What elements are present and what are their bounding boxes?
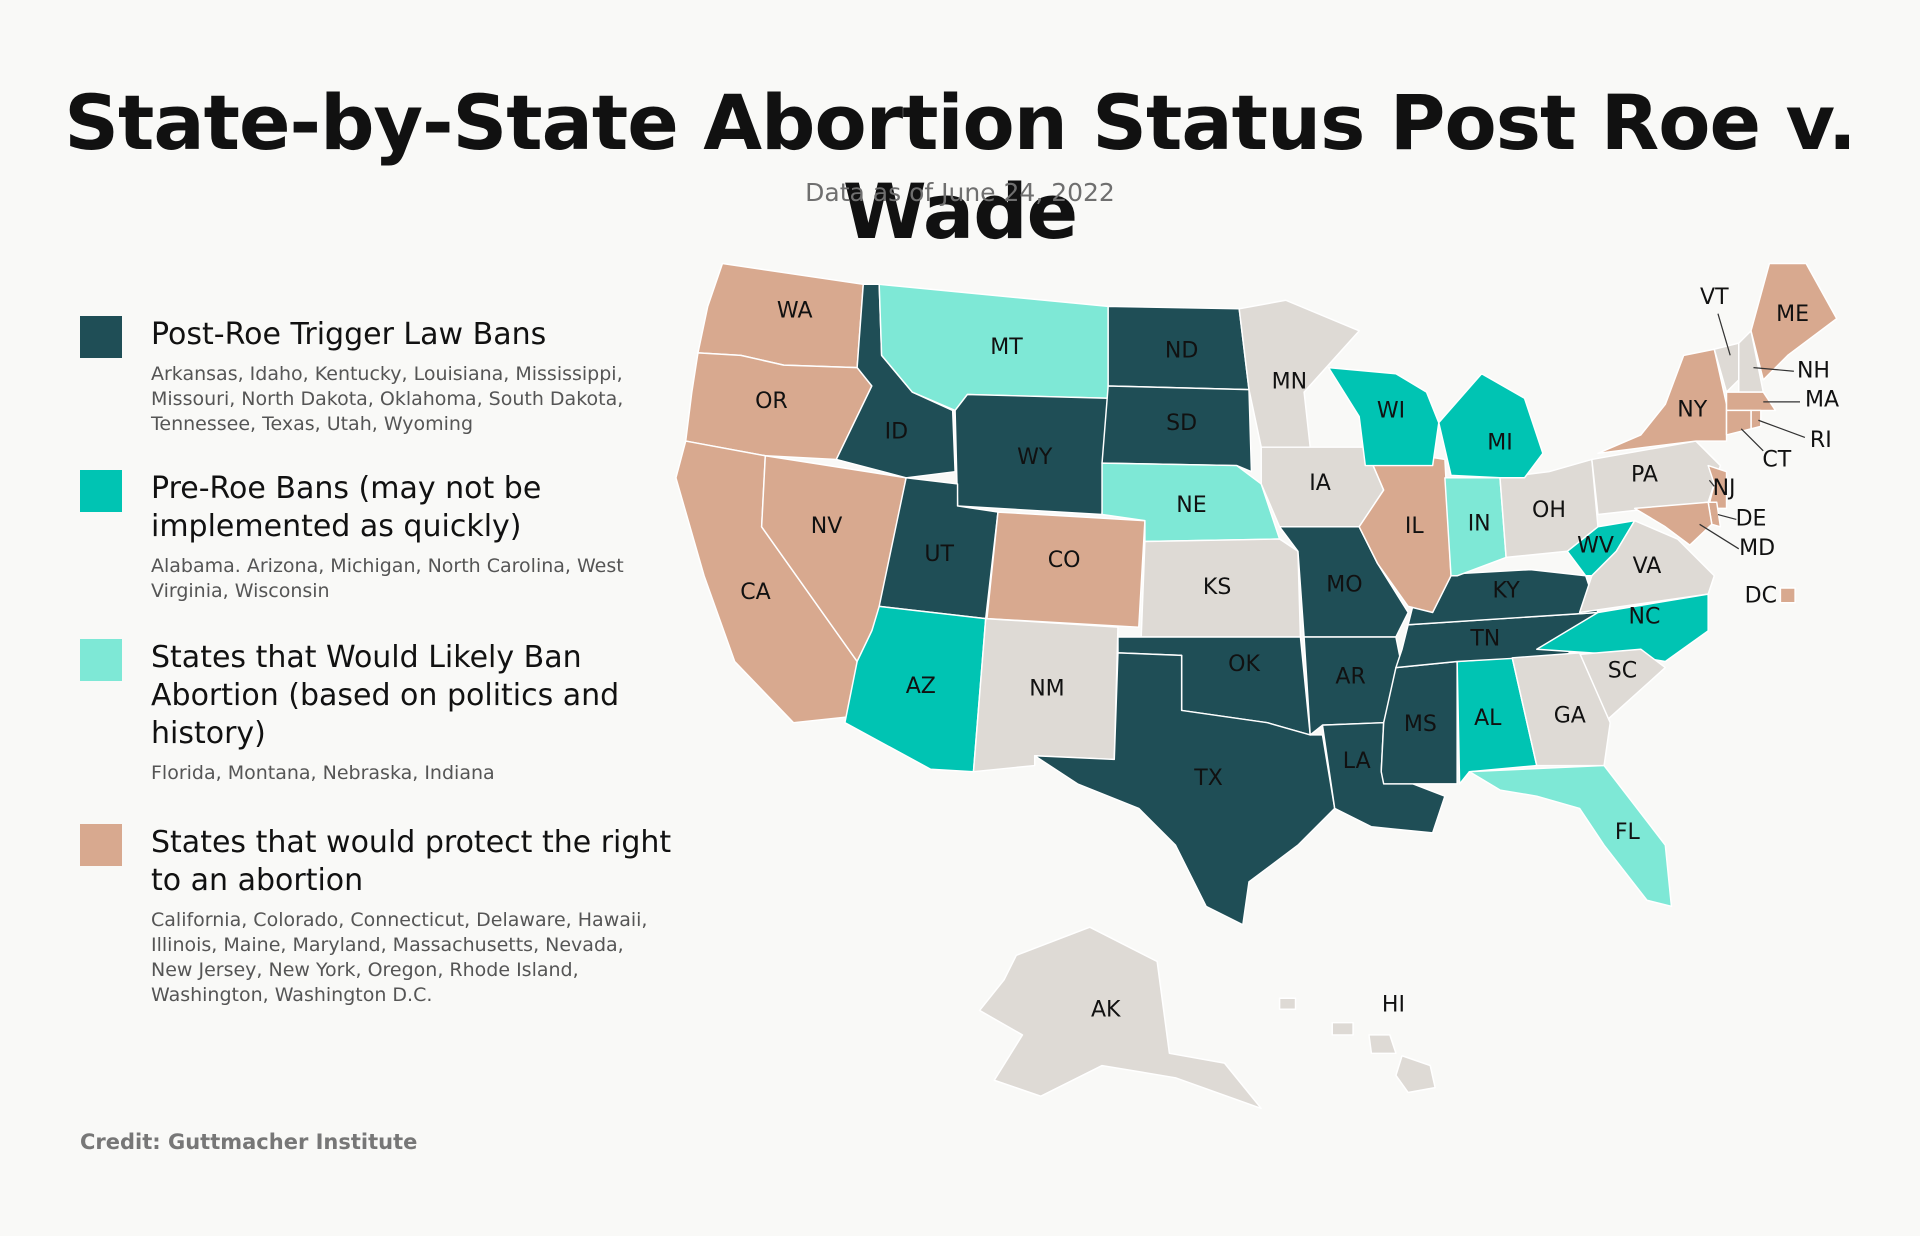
- state-shape: [1140, 538, 1302, 638]
- state-label: CT: [1762, 448, 1791, 473]
- state-label: OR: [755, 389, 788, 414]
- state-label: PA: [1631, 462, 1658, 487]
- state-shape: [1327, 366, 1440, 467]
- state-label: MI: [1487, 431, 1513, 456]
- state-label: WI: [1377, 399, 1405, 424]
- state-label: SD: [1166, 411, 1197, 436]
- state-label: CO: [1048, 548, 1081, 573]
- state-label: VA: [1633, 554, 1662, 579]
- state-label: AL: [1474, 706, 1502, 731]
- state-shape: [1725, 391, 1777, 412]
- state-label: MD: [1739, 536, 1775, 561]
- legend-item: Pre-Roe Bans (may not be implemented as …: [80, 470, 680, 604]
- legend-swatch: [80, 316, 122, 358]
- state-label: AZ: [906, 674, 936, 699]
- state-shape: [1597, 348, 1728, 455]
- state-label: RI: [1810, 428, 1832, 453]
- state-label: LA: [1343, 749, 1371, 774]
- state-label: MS: [1404, 712, 1437, 737]
- state-shape: [1101, 385, 1253, 473]
- state-shape: [986, 511, 1146, 628]
- state-label: MN: [1272, 369, 1308, 394]
- state-shape: [954, 393, 1109, 516]
- state-label: AK: [1091, 997, 1121, 1022]
- state-shape: [1578, 519, 1716, 614]
- state-label: ME: [1776, 302, 1809, 327]
- title: State-by-State Abortion Status Post Roe …: [64, 78, 1856, 256]
- state-label: NC: [1629, 604, 1661, 629]
- state-label: DC: [1745, 584, 1777, 609]
- subtitle: Data as of June 24, 2022: [805, 178, 1115, 207]
- legend-item: States that would protect the right to a…: [80, 824, 680, 1008]
- state-shape: [1750, 262, 1838, 381]
- state-shape: [1779, 587, 1796, 604]
- state-label: NE: [1176, 493, 1206, 518]
- state-label: WY: [1017, 445, 1053, 470]
- leader-line: [1717, 313, 1731, 356]
- state-label: IN: [1468, 511, 1491, 536]
- state-shape: [1633, 501, 1713, 546]
- state-shape: [1238, 299, 1360, 448]
- legend-states: Arkansas, Idaho, Kentucky, Louisiana, Mi…: [151, 363, 624, 435]
- state-label: UT: [924, 542, 954, 567]
- state-label: IL: [1405, 514, 1424, 539]
- state-shape: [1750, 409, 1762, 430]
- leader-line: [1753, 366, 1794, 372]
- state-label: IA: [1309, 471, 1331, 496]
- state-label: NJ: [1713, 476, 1736, 501]
- state-label: NV: [811, 514, 843, 539]
- state-shape: [1033, 652, 1336, 926]
- state-label: MO: [1326, 573, 1362, 598]
- state-shape: [1468, 764, 1673, 908]
- state-label: ID: [885, 419, 908, 444]
- state-label: NY: [1677, 397, 1707, 422]
- state-shape: [1438, 372, 1544, 479]
- legend-label: States that would protect the right to a…: [151, 825, 672, 898]
- state-shape: [1511, 652, 1611, 767]
- leader-line: [1740, 428, 1764, 452]
- state-label: FL: [1615, 820, 1641, 845]
- state-label: NM: [1029, 677, 1065, 702]
- legend-item: Post-Roe Trigger Law Bans Arkansas, Idaho…: [80, 316, 680, 437]
- state-shape: [1725, 409, 1752, 436]
- legend-swatch: [80, 824, 122, 866]
- state-label: KY: [1493, 579, 1521, 604]
- state-shape: [978, 926, 1262, 1110]
- credit: Credit: Guttmacher Institute: [80, 1130, 418, 1154]
- state-label: KS: [1203, 575, 1231, 600]
- leader-line: [1717, 513, 1737, 521]
- state-label: MT: [990, 335, 1023, 360]
- state-label: CA: [740, 580, 770, 605]
- leader-line: [1758, 419, 1806, 438]
- state-label: HI: [1382, 993, 1405, 1018]
- state-label: AR: [1335, 664, 1365, 689]
- state-label: NH: [1797, 358, 1830, 383]
- state-label: WA: [777, 298, 813, 323]
- state-label: TX: [1193, 766, 1223, 791]
- state-shape: [1278, 997, 1436, 1094]
- legend-swatch: [80, 470, 122, 512]
- state-label: WV: [1577, 533, 1614, 558]
- legend-states: Alabama. Arizona, Michigan, North Caroli…: [151, 555, 624, 602]
- legend-states: California, Colorado, Connecticut, Delaw…: [151, 909, 648, 1006]
- state-label: TN: [1469, 626, 1500, 651]
- legend-states: Florida, Montana, Nebraska, Indiana: [151, 762, 495, 784]
- state-label: VT: [1700, 285, 1729, 310]
- state-label: OK: [1228, 652, 1260, 677]
- state-label: DE: [1736, 506, 1767, 531]
- state-label: SC: [1608, 658, 1637, 683]
- legend-label: States that Would Likely Ban Abortion (b…: [151, 640, 620, 751]
- legend-label: Post-Roe Trigger Law Bans: [151, 317, 547, 352]
- state-label: OH: [1532, 498, 1566, 523]
- state-label: GA: [1554, 704, 1586, 729]
- state-label: MA: [1805, 388, 1839, 413]
- legend-item: States that Would Likely Ban Abortion (b…: [80, 639, 680, 786]
- legend-swatch: [80, 639, 122, 681]
- leader-line: [1699, 523, 1740, 550]
- state-label: ND: [1165, 339, 1198, 364]
- leader-line: [1708, 479, 1715, 487]
- legend-label: Pre-Roe Bans (may not be implemented as …: [151, 471, 542, 544]
